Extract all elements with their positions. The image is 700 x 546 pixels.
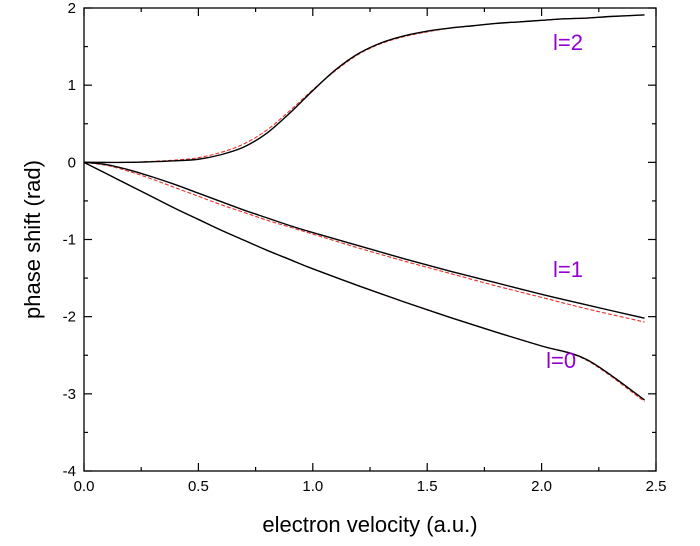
- plot-frame: [83, 7, 657, 472]
- x-tick-label: 1.5: [417, 478, 438, 495]
- curves-layer: [83, 14, 645, 402]
- y-tick-label: 1: [68, 77, 76, 94]
- curve-label-l1: l=1: [553, 257, 583, 282]
- y-tick-label: -2: [63, 309, 76, 326]
- y-tick-label: 0: [68, 154, 76, 171]
- y-tick-label: -3: [63, 386, 76, 403]
- series-line-l1-solid: [83, 161, 645, 319]
- tick-labels-layer: 0.0 0.5 1.0 1.5 2.0 2.5 -4 -3 -2 -1 0 1 2: [63, 0, 667, 495]
- series-line-fit-dashed: [83, 14, 645, 164]
- curve-label-l2: l=2: [553, 30, 583, 55]
- series-line-l0-solid: [83, 161, 645, 401]
- y-tick-label: -4: [63, 463, 76, 480]
- series-line-l2-solid: [83, 14, 645, 164]
- series-line-fit-dashed: [83, 161, 645, 323]
- x-axis-title: electron velocity (a.u.): [262, 512, 477, 537]
- x-tick-label: 1.0: [302, 478, 323, 495]
- x-tick-label: 2.0: [531, 478, 552, 495]
- y-tick-label: 2: [68, 0, 76, 17]
- curve-label-l0: l=0: [546, 348, 576, 373]
- annotations-layer: l=2 l=1 l=0: [546, 30, 583, 373]
- y-tick-label: -1: [63, 232, 76, 249]
- y-axis-title: phase shift (rad): [20, 160, 45, 319]
- ticks-layer: [83, 7, 657, 472]
- x-tick-label: 0.0: [74, 478, 95, 495]
- x-tick-label: 2.5: [646, 478, 667, 495]
- x-tick-label: 0.5: [188, 478, 209, 495]
